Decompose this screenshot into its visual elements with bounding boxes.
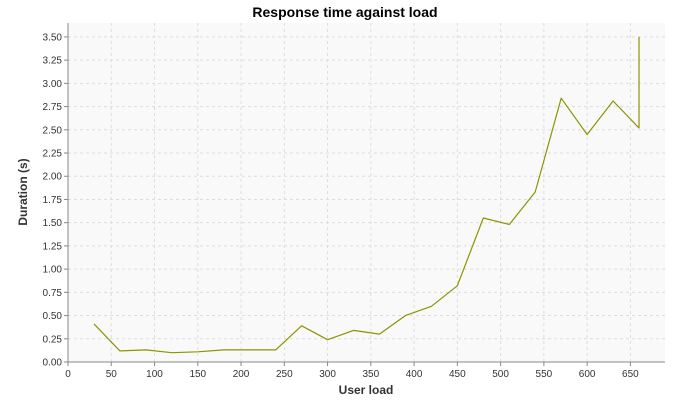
x-ticks: 0 50 100 150 200 250 300 350 400 450 500 550 600 650: [65, 362, 639, 380]
y-tick-label: 3.50: [43, 32, 63, 43]
x-tick-label: 300: [319, 369, 336, 380]
x-tick-label: 350: [362, 369, 379, 380]
x-tick-label: 650: [622, 369, 639, 380]
y-tick-label: 2.75: [43, 102, 63, 113]
y-tick-label: 0.75: [43, 288, 63, 299]
series-layer: [93, 36, 640, 354]
y-tick-label: 3.25: [43, 56, 63, 67]
x-tick-label: 450: [449, 369, 466, 380]
x-tick-label: 400: [406, 369, 423, 380]
x-tick-label: 150: [189, 369, 206, 380]
y-tick-label: 0.00: [43, 358, 63, 369]
y-tick-label: 1.75: [43, 195, 63, 206]
y-ticks: 0.00 0.25 0.50 0.75 1.00 1.25 1.50 1.75 2.00 2.25…: [43, 32, 68, 369]
x-tick-label: 100: [146, 369, 163, 380]
grid: [68, 23, 665, 362]
series-line: [93, 36, 640, 354]
x-axis-label: User load: [339, 383, 394, 397]
y-axis-label: Duration (s): [16, 158, 30, 225]
y-tick-label: 2.25: [43, 149, 63, 160]
y-tick-label: 3.00: [43, 79, 63, 90]
y-tick-label: 0.50: [43, 311, 63, 322]
chart-title: Response time against load: [252, 4, 437, 20]
y-tick-label: 1.50: [43, 218, 63, 229]
x-tick-label: 550: [536, 369, 553, 380]
x-tick-label: 250: [276, 369, 293, 380]
axes: [67, 23, 665, 363]
x-tick-label: 500: [492, 369, 509, 380]
x-tick-label: 200: [233, 369, 250, 380]
x-tick-label: 0: [65, 369, 71, 380]
plot-area: [68, 23, 665, 362]
y-tick-label: 2.50: [43, 125, 63, 136]
y-tick-label: 1.25: [43, 241, 63, 252]
x-tick-label: 600: [579, 369, 596, 380]
y-tick-label: 2.00: [43, 172, 63, 183]
x-tick-label: 50: [106, 369, 118, 380]
y-tick-label: 1.00: [43, 265, 63, 276]
y-tick-label: 0.25: [43, 334, 63, 345]
